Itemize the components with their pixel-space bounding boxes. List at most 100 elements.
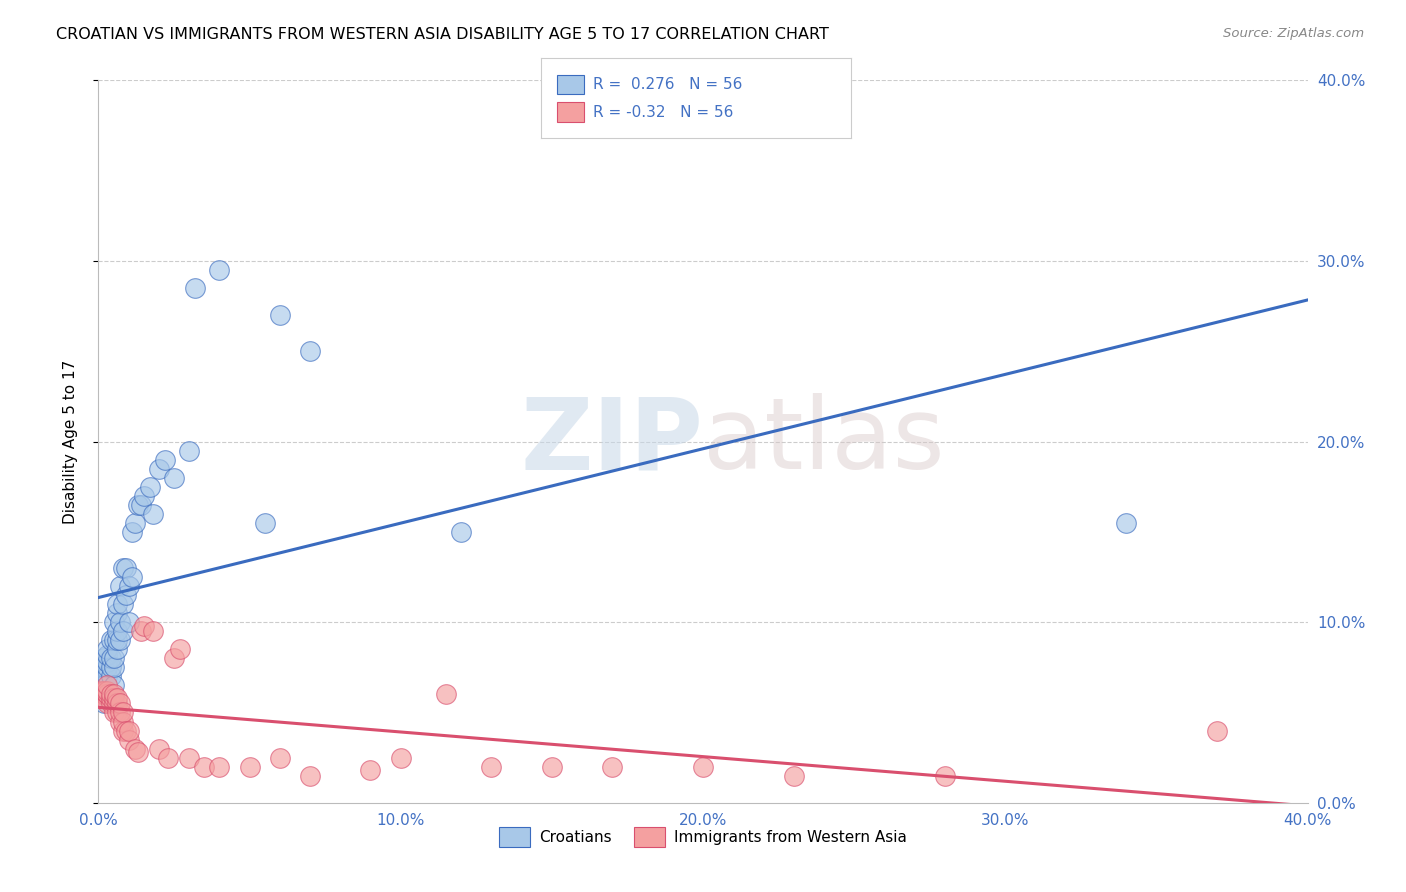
Point: [96, 655, 118, 669]
Point: [105, 697, 128, 711]
Point: [103, 615, 125, 630]
Point: [127, 745, 149, 759]
Point: [132, 619, 155, 633]
Point: [540, 760, 562, 774]
Point: [93, 697, 115, 711]
Point: [602, 760, 624, 774]
Point: [142, 624, 165, 639]
Point: [132, 489, 155, 503]
Point: [142, 507, 165, 521]
Point: [103, 687, 125, 701]
Point: [93, 687, 115, 701]
Point: [93, 687, 115, 701]
Point: [121, 524, 143, 539]
Point: [481, 760, 503, 774]
Point: [105, 633, 128, 648]
Point: [127, 498, 149, 512]
Point: [100, 669, 122, 683]
Point: [156, 750, 179, 764]
Point: [208, 760, 231, 774]
Point: [93, 683, 115, 698]
Point: [96, 669, 118, 683]
Point: [239, 760, 262, 774]
Point: [114, 561, 136, 575]
Point: [118, 615, 141, 630]
Point: [96, 687, 118, 701]
Point: [148, 741, 170, 756]
Point: [96, 683, 118, 698]
Point: [114, 723, 136, 738]
Point: [124, 741, 146, 756]
Point: [96, 648, 118, 662]
Point: [129, 624, 152, 639]
Point: [96, 678, 118, 692]
Point: [139, 480, 162, 494]
Point: [111, 597, 134, 611]
Point: [111, 561, 134, 575]
Point: [118, 579, 141, 593]
Point: [434, 687, 457, 701]
Point: [103, 697, 125, 711]
Point: [299, 769, 322, 783]
Point: [269, 308, 291, 322]
Point: [90, 678, 112, 692]
Text: ZIP: ZIP: [520, 393, 703, 490]
Legend: R =  0.276   N = 56, R = -0.32   N = 56: R = 0.276 N = 56, R = -0.32 N = 56: [548, 67, 751, 129]
Point: [105, 706, 128, 720]
Point: [148, 461, 170, 475]
Text: CROATIAN VS IMMIGRANTS FROM WESTERN ASIA DISABILITY AGE 5 TO 17 CORRELATION CHAR: CROATIAN VS IMMIGRANTS FROM WESTERN ASIA…: [56, 27, 830, 42]
Point: [1115, 516, 1137, 530]
Point: [129, 498, 152, 512]
Point: [96, 660, 118, 674]
Point: [100, 633, 122, 648]
Point: [118, 723, 141, 738]
Point: [111, 723, 134, 738]
Point: [114, 588, 136, 602]
Point: [108, 714, 131, 729]
Point: [100, 687, 122, 701]
Point: [184, 281, 207, 295]
Point: [105, 691, 128, 706]
Point: [100, 697, 122, 711]
Point: [111, 706, 134, 720]
Point: [121, 570, 143, 584]
Point: [1206, 723, 1229, 738]
Point: [153, 452, 176, 467]
Point: [96, 642, 118, 657]
Legend: Croatians, Immigrants from Western Asia: Croatians, Immigrants from Western Asia: [494, 822, 912, 853]
Point: [108, 633, 131, 648]
Point: [389, 750, 412, 764]
Point: [124, 516, 146, 530]
Point: [93, 651, 115, 665]
Point: [93, 678, 115, 692]
Point: [105, 642, 128, 657]
Point: [108, 579, 131, 593]
Point: [100, 660, 122, 674]
Point: [90, 687, 112, 701]
Point: [692, 760, 714, 774]
Text: Source: ZipAtlas.com: Source: ZipAtlas.com: [1223, 27, 1364, 40]
Point: [253, 516, 276, 530]
Point: [934, 769, 956, 783]
Point: [105, 606, 128, 620]
Point: [179, 443, 201, 458]
Point: [163, 651, 186, 665]
Point: [108, 615, 131, 630]
Point: [103, 706, 125, 720]
Point: [108, 697, 131, 711]
Point: [111, 714, 134, 729]
Point: [93, 691, 115, 706]
Point: [93, 660, 115, 674]
Point: [169, 642, 191, 657]
Point: [105, 597, 128, 611]
Point: [269, 750, 291, 764]
Point: [193, 760, 215, 774]
Point: [100, 691, 122, 706]
Point: [103, 633, 125, 648]
Point: [103, 660, 125, 674]
Point: [90, 660, 112, 674]
Point: [96, 687, 118, 701]
Point: [105, 624, 128, 639]
Point: [90, 683, 112, 698]
Point: [783, 769, 806, 783]
